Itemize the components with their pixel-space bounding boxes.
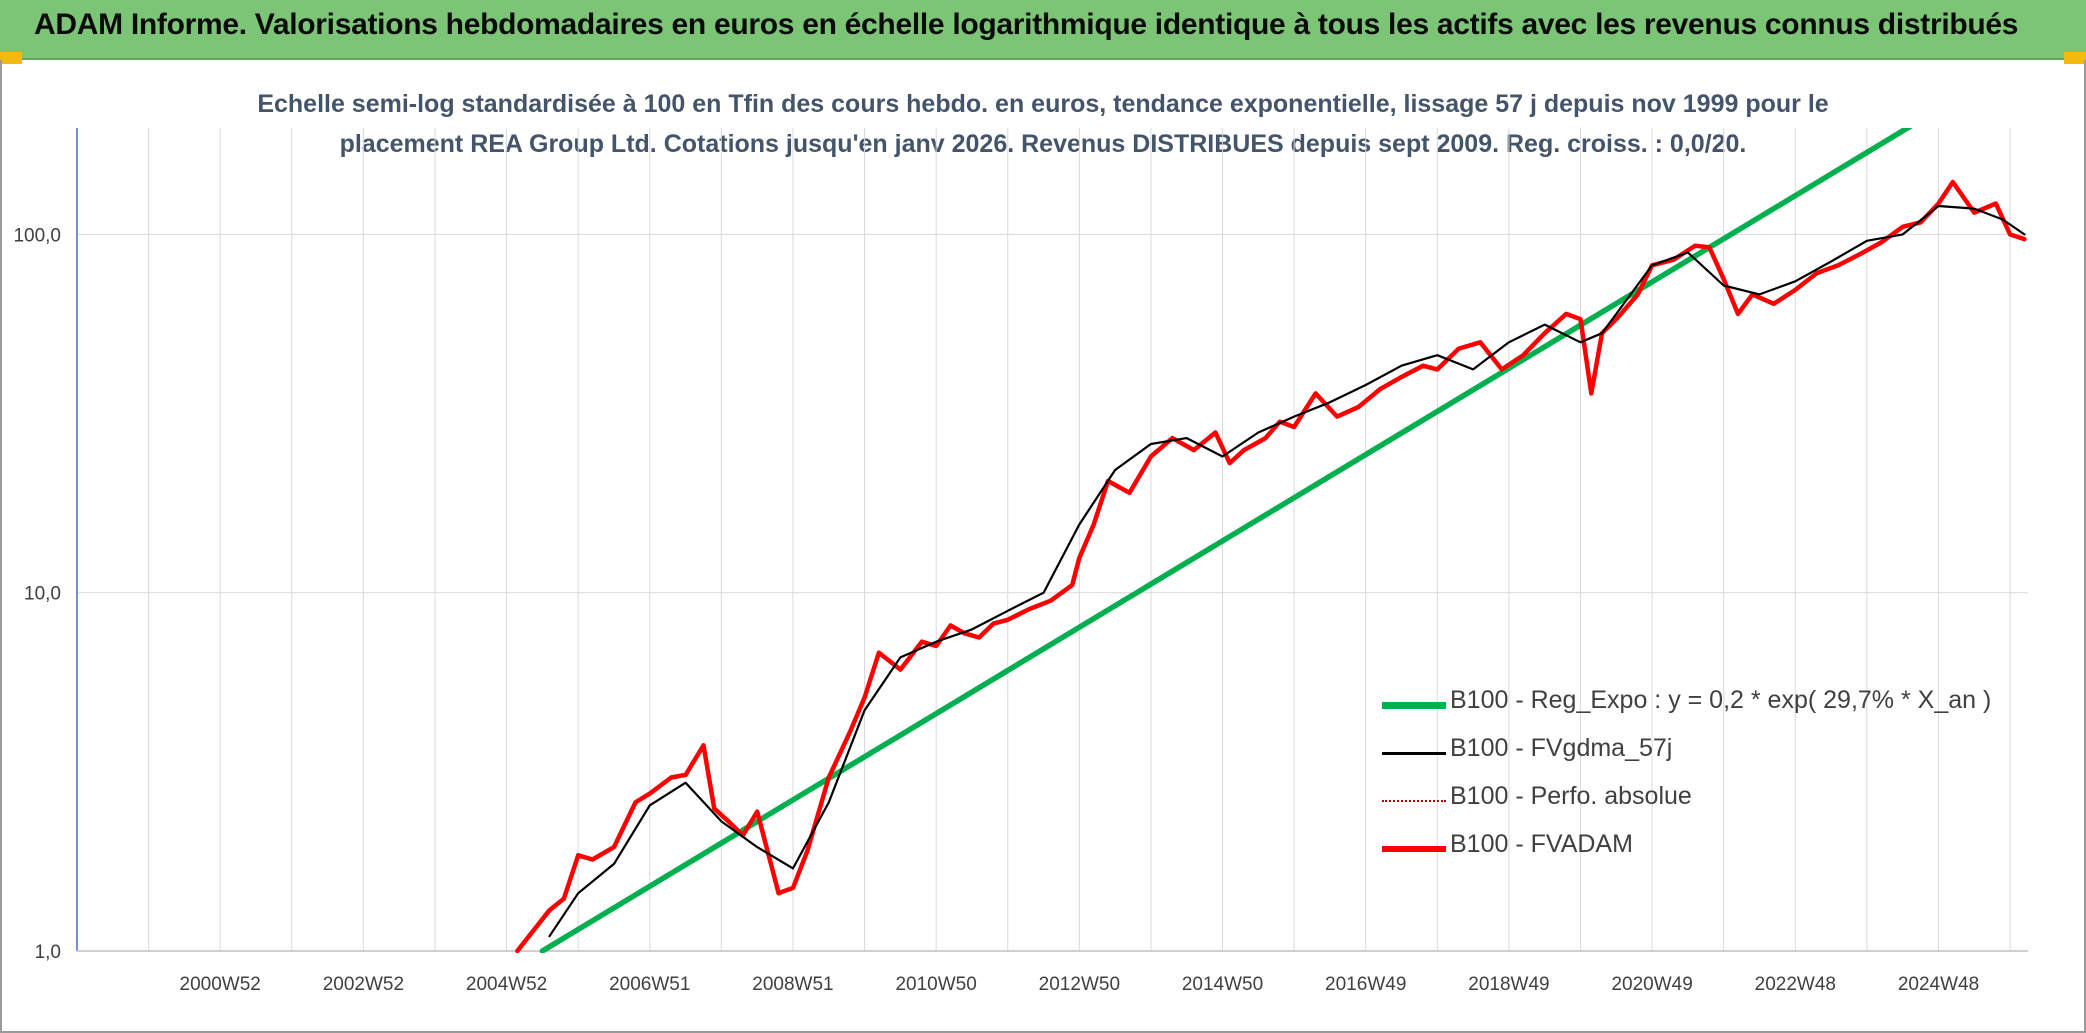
x-tick-label: 2002W52 [323, 974, 404, 995]
legend-swatch-fvadam [1382, 846, 1446, 852]
x-tick-label: 2018W49 [1468, 974, 1549, 995]
legend-label-fvadam: B100 - FVADAM [1450, 830, 1633, 858]
legend-label-fvgdma: B100 - FVgdma_57j [1450, 734, 1673, 762]
x-tick-label: 2006W51 [609, 974, 690, 995]
axis-layer [76, 128, 2028, 952]
y-tick-label: 100,0 [13, 225, 61, 246]
legend-swatch-perfo [1382, 800, 1446, 802]
tick-labels: 1,0 10,0 100,0 2000W52 2002W52 2004W52 2006W51… [13, 225, 1979, 995]
x-tick-label: 2014W50 [1182, 974, 1263, 995]
x-tick-label: 2012W50 [1039, 974, 1120, 995]
chart-subtitle-line1: Echelle semi-log standardisée à 100 en T… [257, 90, 1829, 118]
grid-layer [77, 128, 2028, 952]
x-tick-label: 2000W52 [180, 974, 261, 995]
x-tick-label: 2004W52 [466, 974, 547, 995]
x-tick-label: 2016W49 [1325, 974, 1406, 995]
series-line-fvgdma [548, 204, 2026, 938]
x-tick-label: 2010W50 [895, 974, 976, 995]
series-line-reg_expo [539, 128, 1913, 953]
chart-frame [0, 60, 2086, 1033]
report-title: ADAM Informe. Valorisations hebdomadaire… [34, 8, 2019, 41]
x-tick-label: 2022W48 [1755, 974, 1836, 995]
corner-marker-left [0, 52, 22, 64]
legend-swatch-fvgdma [1382, 752, 1446, 755]
series-line-fvadam [515, 179, 2027, 953]
series-layer [515, 128, 2027, 953]
x-tick-label: 2008W51 [752, 974, 833, 995]
x-tick-label: 2024W48 [1898, 974, 1979, 995]
y-tick-label: 1,0 [35, 942, 61, 963]
corner-marker-right [2064, 52, 2086, 64]
chart-subtitle: Echelle semi-log standardisée à 100 en T… [200, 84, 1886, 164]
legend-swatch-reg-expo [1382, 702, 1446, 709]
x-tick-label: 2020W49 [1611, 974, 1692, 995]
chart-subtitle-line2: placement REA Group Ltd. Cotations jusqu… [339, 130, 1747, 158]
report-banner: ADAM Informe. Valorisations hebdomadaire… [0, 0, 2086, 60]
y-tick-label: 10,0 [24, 584, 61, 605]
legend-label-perfo: B100 - Perfo. absolue [1450, 782, 1692, 810]
legend-label-reg-expo: B100 - Reg_Expo : y = 0,2 * exp( 29,7% *… [1450, 686, 1992, 714]
